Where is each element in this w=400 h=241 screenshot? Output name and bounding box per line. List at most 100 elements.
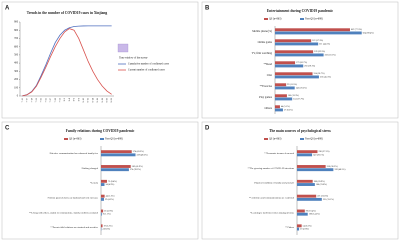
bar bbox=[275, 31, 362, 35]
value-label: 34 (4.9%) bbox=[105, 183, 114, 186]
y-tick-label: 300 bbox=[14, 70, 19, 73]
legend-label: Non-QS (n=698) bbox=[105, 138, 123, 141]
bar bbox=[297, 212, 308, 216]
value-label: 29 (4.2%) bbox=[105, 198, 114, 201]
y-tick-label: **Exercise bbox=[260, 85, 273, 88]
bar bbox=[297, 227, 300, 231]
bar bbox=[101, 194, 105, 198]
bar bbox=[275, 86, 295, 90]
value-label: 106 (12.3%) bbox=[288, 94, 299, 97]
legend-swatch bbox=[264, 18, 268, 20]
value-label: 72 (8.4%) bbox=[108, 180, 117, 183]
legend-swatch bbox=[300, 138, 304, 140]
value-label: 19 (2.2%) bbox=[104, 224, 113, 227]
bar bbox=[275, 97, 293, 101]
x-tick-label: 8-18 bbox=[101, 97, 104, 102]
x-tick-label: 8-4 bbox=[68, 97, 71, 101]
legend-swatch bbox=[117, 43, 129, 53]
value-label: 99 (11.5%) bbox=[287, 83, 297, 86]
value-label: 339 (39.3%) bbox=[314, 50, 325, 53]
y-tick-label: Play games bbox=[259, 96, 272, 99]
y-tick-label: 100 bbox=[14, 86, 19, 89]
panel-label: A bbox=[5, 6, 10, 12]
value-label: 339 (48.6%) bbox=[137, 153, 148, 156]
bar bbox=[297, 183, 315, 186]
value-label: 90 (10.4%) bbox=[306, 209, 316, 212]
y-tick-label: Physical condition of family and yoursel… bbox=[254, 182, 294, 185]
value-label: 311 (44.5%) bbox=[319, 42, 330, 45]
value-label: 54 (6.2%) bbox=[303, 224, 312, 227]
bar bbox=[101, 168, 129, 172]
bar bbox=[297, 150, 318, 154]
panel bbox=[1, 1, 199, 119]
bar bbox=[275, 39, 312, 43]
series-line bbox=[22, 28, 112, 97]
value-label: 374 (43.3%) bbox=[133, 150, 144, 153]
value-label: 124 (17.7%) bbox=[293, 97, 304, 100]
value-label: 316 (45.3%) bbox=[320, 75, 331, 78]
x-tick-label: 7-21 bbox=[35, 97, 38, 102]
x-tick-label: 8-16 bbox=[96, 97, 99, 102]
x-tick-label: 8-20 bbox=[105, 97, 108, 102]
x-tick-label: 8-2 bbox=[63, 97, 66, 101]
x-tick-label: 8-22 bbox=[110, 97, 113, 102]
y-tick-label: 800 bbox=[14, 29, 19, 32]
bar bbox=[101, 183, 105, 186]
bar bbox=[275, 42, 319, 46]
y-tick-label: Online game bbox=[258, 41, 273, 44]
series-line bbox=[22, 25, 112, 97]
panel-label: B bbox=[205, 6, 210, 12]
legend-label: Non-QS (n=698) bbox=[305, 138, 323, 141]
y-tick-label: **Read bbox=[263, 63, 272, 66]
y-tick-label: 200 bbox=[14, 78, 19, 81]
y-tick-label: Nothing changed bbox=[82, 167, 99, 170]
value-label: 231 (33.1%) bbox=[323, 198, 334, 201]
value-label: 203 (29.1%) bbox=[304, 64, 315, 67]
value-label: 236 (27.3%) bbox=[318, 150, 329, 153]
x-tick-label: 8-12 bbox=[87, 97, 90, 102]
panel-label: D bbox=[205, 126, 210, 132]
legend-label: Time window of the survey bbox=[119, 57, 148, 60]
value-label: 274 (39.3%) bbox=[130, 168, 141, 171]
value-label: 26 (3.0%) bbox=[104, 209, 113, 212]
x-tick-label: 8-14 bbox=[91, 97, 94, 102]
legend-label: QS (n=863) bbox=[69, 138, 81, 141]
y-tick-label: 0 bbox=[17, 95, 19, 98]
legend-swatch bbox=[264, 138, 268, 140]
y-tick-label: Mobile phone(%) bbox=[252, 30, 272, 33]
chart-title: The main sources of psychological stress bbox=[269, 129, 331, 133]
value-label: 334 (38.7%) bbox=[314, 72, 325, 75]
y-tick-label: *Lonely bbox=[90, 182, 99, 185]
bar bbox=[275, 53, 324, 57]
x-tick-label: 7-19 bbox=[30, 97, 33, 102]
value-label: 322 (37.3%) bbox=[312, 39, 323, 42]
bar bbox=[275, 64, 304, 68]
bar bbox=[275, 94, 287, 98]
x-tick-label: 7-29 bbox=[54, 97, 57, 102]
bar bbox=[101, 165, 131, 168]
y-tick-label: 400 bbox=[14, 62, 19, 65]
legend-swatch bbox=[64, 138, 68, 140]
y-tick-label: 600 bbox=[14, 45, 19, 48]
bar bbox=[275, 75, 319, 79]
value-label: 339 (48.5%) bbox=[334, 168, 345, 171]
value-label: 221 (25.6%) bbox=[317, 195, 328, 198]
legend-label: Cumulative number of confirmed cases bbox=[128, 63, 169, 66]
bar bbox=[297, 153, 313, 157]
x-tick-label: 8-8 bbox=[77, 97, 80, 101]
value-label: 667 (77.3%) bbox=[351, 28, 362, 31]
bar bbox=[275, 108, 283, 112]
y-tick-label: **Others bbox=[285, 226, 294, 229]
bar bbox=[101, 197, 104, 201]
y-tick-label: **Parent-child relations are strained an… bbox=[50, 226, 98, 229]
chart-title: Trends in the number of COVID19 cases in… bbox=[27, 11, 108, 15]
value-label: 100 (14.3%) bbox=[309, 213, 320, 216]
value-label: 20 (2.8%) bbox=[300, 228, 309, 231]
bar bbox=[101, 224, 103, 228]
legend-label: Current number of confirmed cases bbox=[128, 69, 165, 72]
y-tick-label: *Learning is inefficient when staying at… bbox=[250, 211, 294, 214]
chart-title: Entertainment during COVID19 pandemic bbox=[267, 9, 334, 13]
y-tick-label: **Activities and communications are rest… bbox=[249, 196, 295, 199]
y-tick-label: Chat bbox=[267, 74, 273, 77]
